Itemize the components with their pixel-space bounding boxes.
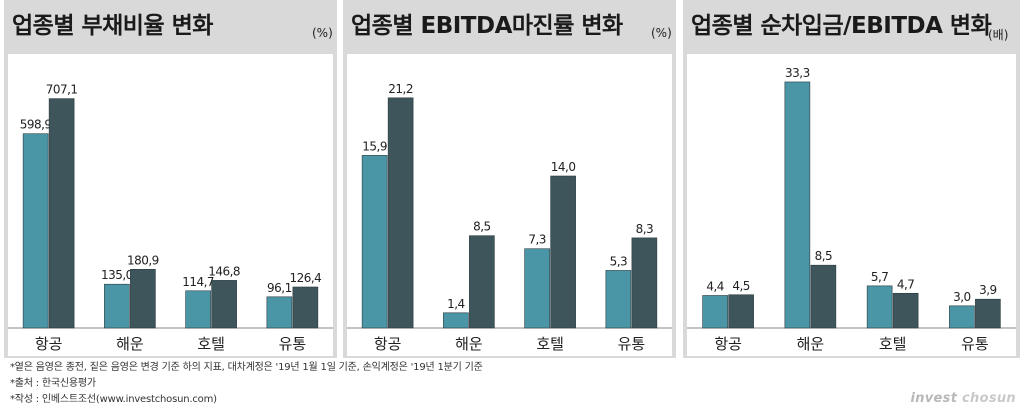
data-label: 15,9 bbox=[362, 139, 387, 153]
footnote-author: *작성 : 인베스트조선(www.investchosun.com) bbox=[10, 394, 217, 405]
bar-retail-series2 bbox=[631, 237, 658, 329]
bar-hotel-series1 bbox=[185, 290, 211, 329]
bar-retail-series1 bbox=[266, 296, 293, 329]
bar-airline-series1 bbox=[22, 133, 49, 329]
data-label: 14,0 bbox=[551, 160, 576, 174]
bar-hotel-series2 bbox=[211, 280, 237, 329]
data-label: 126,4 bbox=[289, 271, 321, 285]
bar-hotel-series2 bbox=[550, 175, 576, 329]
bar-shipping-series2 bbox=[469, 235, 495, 329]
net-debt-ebitda-chart-panel: 업종별 순차입금/EBITDA 변화 (배) 4,4 4,5 항공 33,3 8,5 해운… bbox=[683, 0, 1020, 358]
chart-title: 업종별 순차입금/EBITDA 변화 bbox=[691, 13, 992, 39]
footnote-source: *출처 : 한국신용평가 bbox=[10, 378, 96, 389]
bar-hotel-series1 bbox=[866, 285, 893, 329]
bar-retail-series1 bbox=[949, 305, 975, 329]
data-label: 8,5 bbox=[815, 249, 833, 263]
data-label: 4,5 bbox=[732, 279, 750, 293]
bar-retail-series2 bbox=[292, 286, 319, 329]
footnote-legend: *옅은 음영은 종전, 짙은 음영은 변경 기준 하의 지표, 대차계정은 '1… bbox=[10, 362, 483, 373]
ebitda-margin-chart-panel: 업종별 EBITDA마진률 변화 (%) 15,9 21,2 항공 1,4 8,5 해운 7… bbox=[343, 0, 676, 358]
brand-logo: invest chosun bbox=[910, 391, 1016, 406]
bar-airline-series2 bbox=[387, 97, 414, 329]
bar-shipping-series2 bbox=[810, 264, 837, 329]
bar-shipping-series1 bbox=[104, 283, 130, 329]
chart-unit: (%) bbox=[651, 26, 672, 40]
chart-title: 업종별 EBITDA마진률 변화 bbox=[351, 13, 623, 39]
net-debt-ebitda-chart: 4,4 4,5 항공 33,3 8,5 해운 5,7 4,7 호텔 3,0 3,9 유통 bbox=[687, 54, 1016, 356]
data-label: 1,4 bbox=[447, 297, 465, 311]
data-label: 8,5 bbox=[473, 220, 491, 234]
data-label: 598,9 bbox=[20, 118, 52, 132]
category-label: 유통 bbox=[279, 335, 307, 353]
category-label: 호텔 bbox=[197, 335, 225, 353]
category-label: 항공 bbox=[374, 335, 402, 353]
category-label: 호텔 bbox=[536, 335, 564, 353]
chart-title: 업종별 부채비율 변화 bbox=[12, 13, 213, 39]
bar-retail-series2 bbox=[975, 298, 1001, 329]
data-label: 707,1 bbox=[46, 83, 78, 97]
data-label: 5,3 bbox=[610, 254, 628, 268]
data-label: 5,7 bbox=[871, 270, 889, 284]
bar-shipping-series1 bbox=[443, 312, 469, 329]
bar-hotel-series1 bbox=[524, 248, 550, 329]
bar-retail-series1 bbox=[605, 270, 632, 329]
category-label: 호텔 bbox=[879, 335, 907, 353]
data-label: 21,2 bbox=[388, 82, 413, 96]
category-label: 유통 bbox=[961, 335, 989, 353]
bar-airline-series2 bbox=[48, 98, 75, 329]
chart-unit: (배) bbox=[988, 28, 1009, 42]
chart-unit: (%) bbox=[312, 26, 333, 40]
category-label: 해운 bbox=[116, 335, 144, 353]
bar-airline-series1 bbox=[361, 155, 388, 329]
bar-hotel-series2 bbox=[892, 292, 919, 329]
data-label: 4,7 bbox=[897, 277, 915, 291]
ebitda-margin-chart: 15,9 21,2 항공 1,4 8,5 해운 7,3 14,0 호텔 5,3 8,3 유통 bbox=[347, 54, 672, 356]
data-label: 8,3 bbox=[636, 222, 654, 236]
debt-ratio-chart-panel: 업종별 부채비율 변화 (%) 598,9 707,1 항공 135,0 180,9 해운… bbox=[4, 0, 337, 358]
bar-shipping-series1 bbox=[784, 81, 811, 329]
brand-part-2: chosun bbox=[962, 391, 1016, 406]
data-label: 114,7 bbox=[182, 275, 214, 289]
data-label: 96,1 bbox=[267, 281, 292, 295]
footnotes: *옅은 음영은 종전, 짙은 음영은 변경 기준 하의 지표, 대차계정은 '1… bbox=[10, 360, 483, 408]
brand-part-1: invest bbox=[910, 391, 958, 406]
data-label: 33,3 bbox=[785, 66, 810, 80]
category-label: 해운 bbox=[797, 335, 825, 353]
bar-airline-series1 bbox=[702, 295, 728, 329]
data-label: 7,3 bbox=[528, 233, 546, 247]
category-label: 해운 bbox=[455, 335, 483, 353]
data-label: 4,4 bbox=[706, 279, 724, 293]
category-label: 항공 bbox=[35, 335, 63, 353]
category-label: 유통 bbox=[618, 335, 646, 353]
category-label: 항공 bbox=[714, 335, 742, 353]
bar-shipping-series2 bbox=[130, 269, 156, 329]
data-label: 135,0 bbox=[101, 268, 133, 282]
data-label: 3,0 bbox=[953, 290, 971, 304]
bar-airline-series2 bbox=[728, 294, 754, 329]
data-label: 146,8 bbox=[208, 264, 240, 278]
data-label: 3,9 bbox=[979, 283, 997, 297]
data-label: 180,9 bbox=[127, 253, 159, 267]
